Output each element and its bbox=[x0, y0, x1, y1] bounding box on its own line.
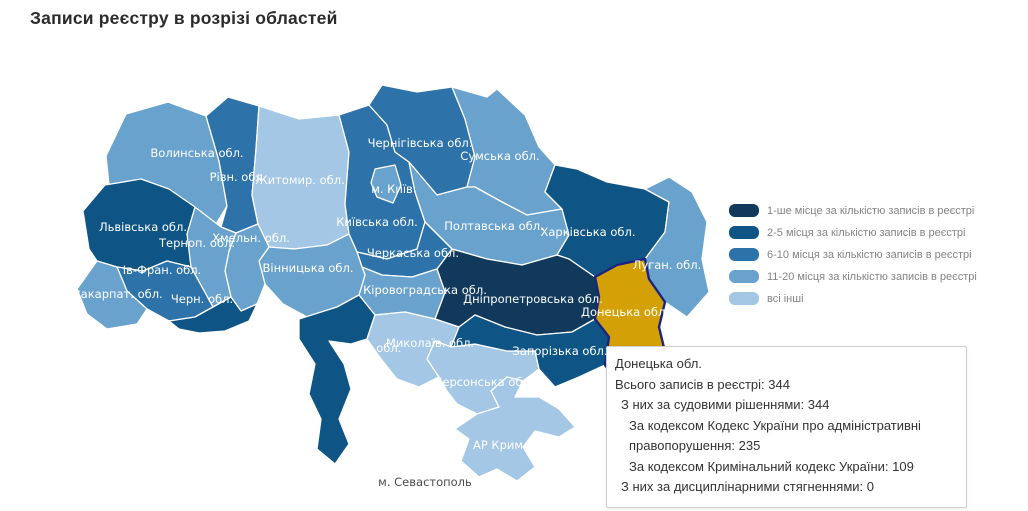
tooltip-line: З них за дисциплінарними стягненнями: 0 bbox=[621, 479, 874, 494]
region-luhanska[interactable] bbox=[644, 176, 710, 318]
legend-item: всі інші bbox=[729, 291, 977, 306]
region-kyiv-city[interactable] bbox=[370, 164, 402, 204]
legend-color-swatch bbox=[729, 226, 759, 239]
legend-item: 1-ше місце за кількістю записів в реєстр… bbox=[729, 203, 977, 218]
tooltip-line: За кодексом Кодекс України про адміністр… bbox=[629, 417, 921, 454]
region-vinnytska[interactable] bbox=[258, 233, 366, 318]
region-tooltip: Донецька обл. Всього записів в реєстрі: … bbox=[606, 346, 967, 508]
tooltip-line: З них за судовими рішеннями: 344 bbox=[621, 397, 830, 412]
region-label-sevastopol: м. Севастополь bbox=[378, 475, 472, 489]
region-zaporizka[interactable] bbox=[450, 314, 610, 388]
region-krym[interactable] bbox=[454, 376, 576, 482]
map-legend: 1-ше місце за кількістю записів в реєстр… bbox=[729, 203, 977, 313]
page-title: Записи реєстру в розрізі областей bbox=[30, 8, 338, 28]
legend-label: всі інші bbox=[767, 292, 804, 305]
region-khersonska[interactable] bbox=[426, 340, 540, 415]
region-zhytomyrska[interactable] bbox=[251, 105, 350, 250]
legend-label: 2-5 місця за кількістю записів в реєстрі bbox=[767, 226, 966, 239]
legend-item: 11-20 місця за кількістю записів в реєст… bbox=[729, 269, 977, 284]
legend-label: 1-ше місце за кількістю записів в реєстр… bbox=[767, 204, 975, 217]
legend-color-swatch bbox=[729, 270, 759, 283]
legend-item: 6-10 місця за кількістю записів в реєстр… bbox=[729, 247, 977, 262]
legend-color-swatch bbox=[729, 248, 759, 261]
region-zakarpatska[interactable] bbox=[76, 260, 148, 330]
legend-item: 2-5 місця за кількістю записів в реєстрі bbox=[729, 225, 977, 240]
tooltip-line: За кодексом Кримінальний кодекс України:… bbox=[629, 458, 914, 474]
tooltip-line: Всього записів в реєстрі: 344 bbox=[615, 376, 790, 392]
legend-color-swatch bbox=[729, 292, 759, 305]
legend-label: 11-20 місця за кількістю записів в реєст… bbox=[767, 270, 977, 283]
region-odeska[interactable] bbox=[298, 294, 376, 465]
region-chernivetska[interactable] bbox=[168, 296, 258, 334]
tooltip-region-name: Донецька обл. bbox=[615, 356, 702, 371]
legend-label: 6-10 місця за кількістю записів в реєстр… bbox=[767, 248, 972, 261]
legend-color-swatch bbox=[729, 204, 759, 217]
